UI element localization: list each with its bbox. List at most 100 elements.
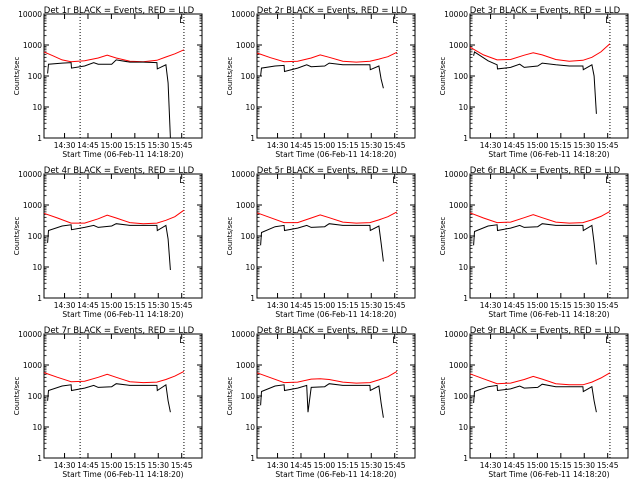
lld-series-line	[256, 211, 398, 224]
panel-title: Det 1r BLACK = Events, RED = LLD	[44, 6, 195, 16]
x-tick-label: 15:45	[597, 461, 619, 470]
events-series-line	[473, 383, 597, 413]
detector-panel: Det 1r BLACK = Events, RED = LLD 1 10 100 10…	[13, 6, 203, 159]
x-tick-label: 15:30	[147, 461, 169, 470]
panel-title: Det 7r BLACK = Events, RED = LLD	[44, 326, 195, 336]
y-tick-label: 1	[37, 454, 42, 463]
y-tick-label: 10	[245, 423, 255, 432]
detector-panel: Det 8r BLACK = Events, RED = LLD 1 10 100 10…	[226, 326, 416, 479]
y-tick-label: 1000	[23, 361, 42, 370]
x-tick-label: 15:30	[360, 141, 382, 150]
x-tick-label: 14:30	[267, 461, 289, 470]
plot-frame	[43, 333, 203, 459]
x-tick-label: 15:45	[384, 461, 406, 470]
x-tick-label: 14:45	[77, 461, 99, 470]
y-tick-label: 10	[32, 423, 42, 432]
x-tick-label: 15:30	[573, 461, 595, 470]
y-axis-label: Counts/sec	[13, 377, 21, 416]
y-tick-label: 10000	[231, 10, 255, 19]
x-tick-label: 15:45	[171, 301, 193, 310]
y-tick-label: 100	[241, 232, 256, 241]
events-series-line	[47, 223, 171, 271]
x-tick-label: 14:45	[77, 301, 99, 310]
y-tick-label: 100	[454, 72, 469, 81]
y-tick-label: 1	[463, 134, 468, 143]
y-tick-label: 10	[245, 103, 255, 112]
x-tick-label: 15:15	[550, 141, 572, 150]
events-series-line	[260, 62, 384, 89]
x-tick-label: 15:00	[101, 141, 123, 150]
plot-frame	[469, 13, 629, 139]
events-series-line	[473, 51, 597, 114]
x-tick-label: 14:45	[503, 461, 525, 470]
y-tick-label: 100	[241, 72, 256, 81]
x-tick-label: 14:45	[503, 301, 525, 310]
events-series-line	[260, 223, 384, 262]
x-tick-label: 14:30	[267, 301, 289, 310]
y-tick-label: 1000	[236, 41, 255, 50]
x-tick-label: 15:15	[337, 141, 359, 150]
x-tick-label: 15:15	[124, 141, 146, 150]
y-tick-label: 10000	[444, 10, 468, 19]
y-tick-label: 1000	[23, 201, 42, 210]
y-tick-label: 1000	[449, 201, 468, 210]
x-axis-label: Start Time (06-Feb-11 14:18:20)	[488, 310, 609, 319]
x-tick-label: 14:45	[290, 141, 312, 150]
y-tick-label: 10	[458, 423, 468, 432]
x-tick-label: 15:15	[124, 461, 146, 470]
x-tick-label: 15:15	[337, 301, 359, 310]
l-marker: L	[392, 176, 397, 186]
x-tick-label: 15:00	[314, 461, 336, 470]
l-marker: L	[392, 336, 397, 346]
lld-series-line	[469, 43, 611, 62]
y-tick-label: 100	[454, 232, 469, 241]
detector-panel: Det 6r BLACK = Events, RED = LLD 1 10 100 10…	[439, 166, 629, 319]
lld-series-line	[43, 49, 185, 63]
l-marker: L	[605, 336, 610, 346]
l-marker: L	[605, 16, 610, 26]
lld-series-line	[256, 370, 398, 384]
y-tick-label: 100	[28, 232, 43, 241]
x-tick-label: 15:00	[314, 301, 336, 310]
x-tick-label: 14:30	[267, 141, 289, 150]
x-tick-label: 15:15	[550, 301, 572, 310]
y-tick-label: 10	[32, 103, 42, 112]
x-tick-label: 15:30	[360, 301, 382, 310]
panel-title: Det 4r BLACK = Events, RED = LLD	[44, 166, 195, 176]
x-axis-label: Start Time (06-Feb-11 14:18:20)	[275, 470, 396, 479]
plot-frame	[256, 13, 416, 139]
y-tick-label: 1	[37, 294, 42, 303]
y-tick-label: 1	[463, 454, 468, 463]
x-tick-label: 15:45	[171, 141, 193, 150]
y-axis-label: Counts/sec	[226, 57, 234, 96]
x-tick-label: 15:30	[360, 461, 382, 470]
y-tick-label: 100	[454, 392, 469, 401]
detector-panel: Det 4r BLACK = Events, RED = LLD 1 10 100 10…	[13, 166, 203, 319]
y-tick-label: 10000	[444, 330, 468, 339]
y-axis-label: Counts/sec	[226, 377, 234, 416]
y-tick-label: 10	[458, 263, 468, 272]
y-tick-label: 10000	[18, 330, 42, 339]
l-marker: L	[179, 16, 184, 26]
y-tick-label: 100	[28, 72, 43, 81]
events-series-line	[47, 383, 171, 413]
detector-panel: Det 3r BLACK = Events, RED = LLD 1 10 100 10…	[439, 6, 629, 159]
x-tick-label: 15:15	[124, 301, 146, 310]
y-tick-label: 1	[250, 134, 255, 143]
x-tick-label: 15:30	[147, 301, 169, 310]
y-axis-label: Counts/sec	[13, 57, 21, 96]
panel-title: Det 9r BLACK = Events, RED = LLD	[470, 326, 621, 336]
y-tick-label: 10000	[231, 170, 255, 179]
panel-title: Det 5r BLACK = Events, RED = LLD	[257, 166, 408, 176]
x-axis-label: Start Time (06-Feb-11 14:18:20)	[488, 150, 609, 159]
x-tick-label: 15:00	[314, 141, 336, 150]
x-tick-label: 15:00	[527, 301, 549, 310]
y-tick-label: 1	[250, 294, 255, 303]
l-marker: L	[392, 16, 397, 26]
y-tick-label: 1000	[236, 201, 255, 210]
y-axis-label: Counts/sec	[13, 217, 21, 256]
x-tick-label: 15:00	[101, 461, 123, 470]
plot-frame	[256, 173, 416, 299]
x-tick-label: 15:00	[101, 301, 123, 310]
